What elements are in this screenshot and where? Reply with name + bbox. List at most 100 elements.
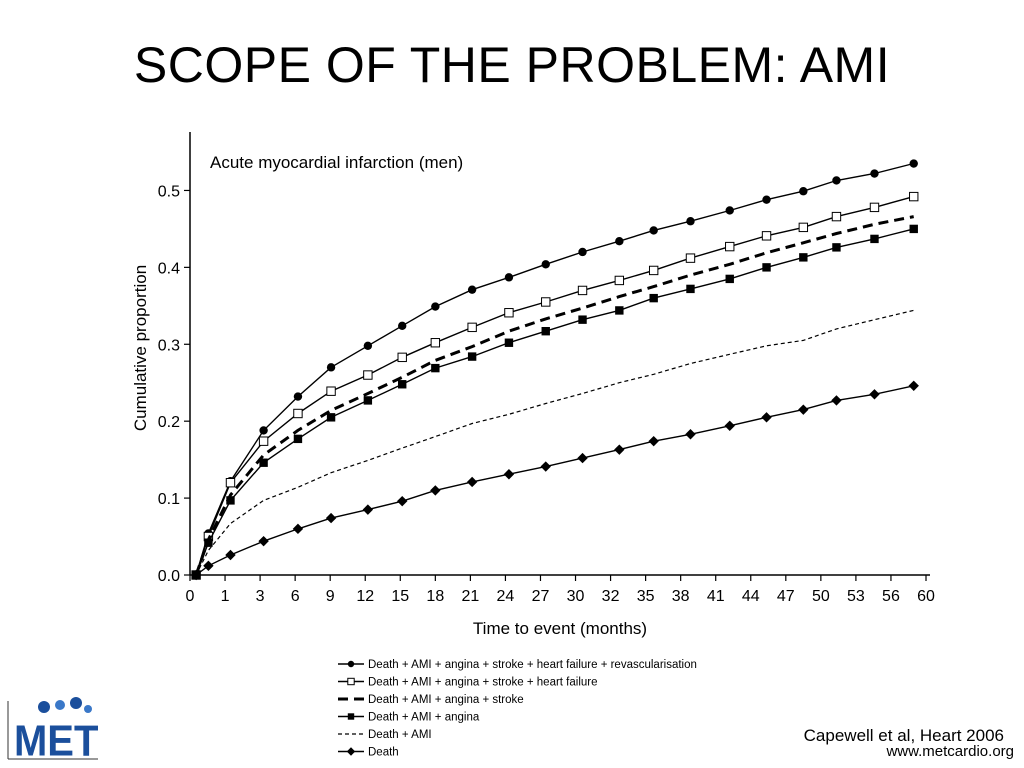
- legend-item: Death: [338, 747, 399, 759]
- data-point: [685, 253, 696, 263]
- data-point: [293, 434, 303, 444]
- data-point: [615, 306, 624, 315]
- data-point: [909, 224, 918, 234]
- data-point: [259, 426, 268, 435]
- data-point: [649, 293, 658, 303]
- series-3: [194, 215, 914, 576]
- data-point: [326, 363, 336, 372]
- x-axis-label: Time to event (months): [473, 619, 647, 638]
- y-tick-label: 0.1: [158, 491, 180, 508]
- data-point: [908, 380, 919, 392]
- x-tick-label: 27: [532, 588, 550, 605]
- x-tick-label: 24: [497, 588, 515, 605]
- x-tick-label: 1: [221, 588, 230, 605]
- data-point: [326, 413, 336, 422]
- legend-item: Death + AMI + angina: [338, 712, 480, 724]
- data-point: [831, 395, 842, 406]
- data-point: [832, 243, 841, 252]
- data-point: [869, 389, 880, 400]
- data-point: [363, 341, 373, 351]
- legend-item: Death + AMI + angina + stroke + heart fa…: [338, 677, 598, 689]
- chart-legend: Death + AMI + angina + stroke + heart fa…: [338, 659, 697, 759]
- series-2: [191, 191, 919, 580]
- y-tick-label: 0.0: [158, 568, 180, 585]
- data-point: [799, 253, 808, 262]
- x-tick-label: 44: [742, 588, 760, 605]
- data-point: [397, 495, 408, 507]
- legend-marker: [347, 660, 355, 668]
- series-line: [195, 228, 914, 576]
- data-point: [431, 363, 440, 373]
- data-point: [541, 297, 551, 307]
- x-tick-label: 32: [602, 588, 620, 605]
- data-point: [466, 476, 478, 488]
- data-point: [203, 560, 214, 571]
- data-point: [326, 386, 336, 396]
- logo-text: MET: [14, 716, 99, 765]
- series-1: [191, 159, 918, 580]
- data-point: [578, 315, 587, 324]
- data-point: [467, 352, 477, 361]
- logo-dot: [55, 700, 65, 710]
- x-tick-label: 56: [882, 588, 900, 605]
- data-point: [293, 408, 303, 419]
- data-point: [798, 222, 809, 233]
- data-point: [648, 435, 659, 447]
- series-line: [195, 385, 914, 576]
- data-point: [686, 284, 695, 294]
- series-6: [190, 380, 919, 581]
- data-point: [430, 338, 441, 348]
- legend-label: Death: [368, 747, 399, 759]
- legend-item: Death + AMI + angina + stroke: [338, 694, 524, 706]
- x-tick-label: 35: [637, 588, 655, 605]
- data-point: [762, 263, 771, 272]
- legend-label: Death + AMI + angina: [368, 712, 480, 724]
- data-point: [258, 535, 269, 547]
- data-point: [648, 265, 659, 276]
- data-point: [541, 326, 550, 336]
- data-point: [685, 429, 696, 440]
- data-point: [430, 485, 441, 496]
- data-point: [504, 338, 514, 347]
- y-tick-label: 0.5: [158, 183, 180, 200]
- data-point: [686, 217, 695, 226]
- legend-marker: [346, 747, 356, 756]
- x-tick-label: 3: [256, 588, 265, 605]
- y-tick-label: 0.4: [158, 260, 180, 277]
- data-point: [725, 206, 734, 215]
- data-point: [869, 202, 880, 213]
- data-point: [870, 234, 879, 244]
- series-4: [191, 224, 918, 580]
- logo-dot: [84, 705, 92, 713]
- data-point: [577, 452, 588, 464]
- y-tick-label: 0.2: [158, 414, 180, 431]
- y-axis-label: Cumulative proportion: [131, 265, 150, 431]
- data-point: [870, 169, 879, 178]
- website-url: www.metcardio.org: [886, 743, 1014, 760]
- legend-marker: [347, 713, 355, 720]
- x-tick-label: 0: [186, 588, 195, 605]
- data-point: [649, 226, 658, 235]
- data-point: [398, 380, 407, 389]
- data-point: [431, 302, 440, 311]
- legend-marker: [347, 677, 355, 686]
- data-point: [363, 396, 373, 405]
- data-point: [725, 241, 735, 252]
- data-point: [325, 512, 337, 524]
- series-5: [195, 309, 914, 576]
- data-point: [614, 444, 625, 455]
- legend-label: Death + AMI: [368, 729, 432, 741]
- data-point: [614, 275, 625, 286]
- data-point: [504, 308, 514, 318]
- chart-title: Acute myocardial infarction (men): [210, 153, 463, 172]
- x-tick-label: 21: [461, 588, 479, 605]
- x-tick-label: 53: [847, 588, 865, 605]
- x-tick-label: 41: [707, 588, 725, 605]
- legend-item: Death + AMI: [338, 729, 432, 741]
- x-tick-label: 6: [291, 588, 300, 605]
- data-point: [541, 260, 550, 269]
- x-tick-label: 30: [567, 588, 585, 605]
- data-point: [761, 412, 772, 423]
- legend-label: Death + AMI + angina + stroke: [368, 694, 524, 706]
